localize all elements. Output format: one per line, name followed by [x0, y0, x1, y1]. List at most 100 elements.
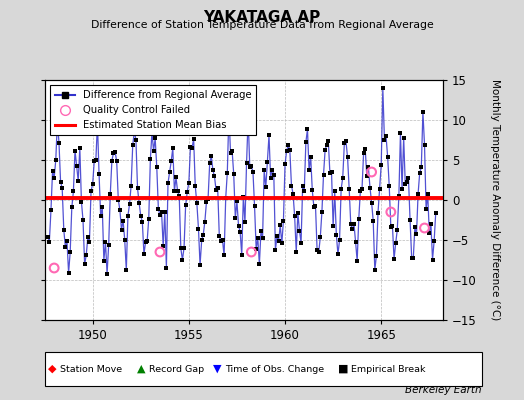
Point — [328, 169, 336, 175]
Point — [387, 224, 395, 230]
Point — [275, 238, 283, 244]
Y-axis label: Monthly Temperature Anomaly Difference (°C): Monthly Temperature Anomaly Difference (… — [490, 79, 500, 321]
Point — [199, 231, 208, 238]
Point — [319, 172, 328, 178]
Point — [432, 210, 440, 216]
Point — [287, 182, 296, 189]
Point — [160, 208, 169, 215]
Point — [307, 154, 315, 160]
Point — [355, 215, 363, 222]
Point — [198, 237, 206, 244]
Point — [95, 171, 103, 177]
Point — [228, 148, 236, 154]
Point — [252, 246, 260, 252]
Point — [423, 191, 432, 198]
Point — [215, 233, 224, 239]
Point — [122, 267, 130, 273]
Point — [372, 252, 380, 259]
Point — [358, 186, 366, 192]
Point — [375, 185, 384, 192]
Point — [75, 145, 84, 151]
Point — [45, 238, 53, 245]
Point — [132, 136, 140, 143]
Point — [329, 223, 337, 230]
Point — [82, 252, 91, 258]
Point — [178, 257, 187, 263]
Point — [50, 174, 58, 181]
Point — [282, 148, 291, 154]
Point — [412, 231, 421, 238]
Point — [146, 156, 155, 162]
Text: ◆: ◆ — [48, 364, 57, 374]
Point — [222, 195, 230, 201]
Point — [411, 224, 419, 230]
Point — [345, 185, 353, 192]
Point — [261, 184, 270, 190]
Point — [164, 180, 172, 186]
Point — [205, 160, 214, 167]
Point — [156, 212, 164, 218]
Point — [117, 226, 126, 233]
Point — [409, 255, 418, 261]
Text: Station Move: Station Move — [60, 364, 123, 374]
Point — [335, 237, 344, 244]
Point — [340, 140, 348, 147]
Point — [61, 244, 70, 250]
Point — [104, 242, 113, 248]
Point — [143, 238, 151, 244]
Text: ■: ■ — [338, 364, 348, 374]
Point — [108, 158, 116, 164]
Point — [204, 195, 212, 202]
Point — [388, 223, 397, 229]
Point — [169, 145, 177, 151]
Point — [379, 85, 387, 92]
Point — [300, 188, 309, 194]
Point — [255, 261, 264, 268]
Point — [77, 198, 85, 205]
Point — [184, 180, 193, 186]
Point — [201, 218, 209, 225]
Point — [63, 238, 71, 244]
Point — [382, 133, 390, 139]
Point — [343, 154, 352, 160]
Legend: Difference from Regional Average, Quality Control Failed, Estimated Station Mean: Difference from Regional Average, Qualit… — [50, 85, 256, 135]
Point — [130, 128, 138, 135]
Point — [366, 184, 374, 191]
Point — [237, 252, 246, 258]
Point — [305, 167, 313, 174]
Point — [334, 251, 342, 258]
Point — [51, 157, 60, 163]
Point — [303, 126, 312, 132]
Point — [428, 256, 436, 263]
Point — [188, 145, 196, 151]
Point — [268, 166, 276, 173]
Point — [162, 264, 171, 271]
Point — [321, 147, 329, 153]
Point — [286, 147, 294, 153]
Point — [391, 240, 400, 246]
Point — [367, 199, 376, 206]
Point — [101, 239, 110, 245]
Point — [149, 148, 158, 154]
Point — [353, 258, 362, 264]
Point — [266, 174, 275, 181]
Point — [175, 192, 183, 199]
Point — [271, 247, 280, 253]
Point — [50, 265, 58, 271]
Point — [279, 218, 288, 224]
Point — [246, 164, 254, 170]
Point — [254, 235, 262, 241]
Point — [113, 158, 121, 164]
Point — [313, 247, 321, 253]
Point — [417, 164, 425, 171]
Point — [93, 120, 102, 127]
Point — [87, 188, 95, 194]
Point — [141, 239, 150, 246]
Point — [299, 183, 307, 189]
Point — [223, 169, 232, 176]
Point — [183, 189, 191, 195]
Point — [374, 209, 382, 216]
Point — [90, 158, 99, 164]
Point — [399, 134, 408, 141]
Point — [249, 169, 257, 175]
